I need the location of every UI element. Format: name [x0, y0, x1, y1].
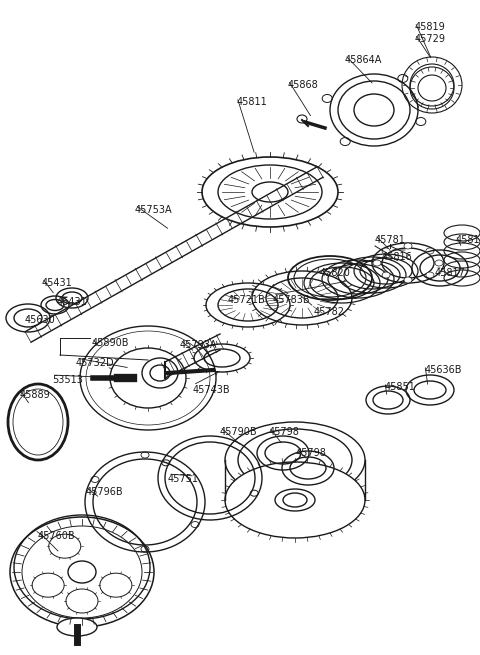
Text: 45851: 45851 — [385, 382, 416, 392]
Text: 45630: 45630 — [25, 315, 56, 325]
Ellipse shape — [225, 462, 365, 538]
Ellipse shape — [57, 618, 97, 636]
Ellipse shape — [426, 248, 434, 254]
Text: 45790B: 45790B — [220, 427, 258, 437]
Ellipse shape — [100, 573, 132, 597]
Text: 45798: 45798 — [269, 427, 300, 437]
Ellipse shape — [382, 272, 390, 278]
Text: 53513: 53513 — [52, 375, 83, 385]
Text: 45793A: 45793A — [180, 340, 217, 350]
Text: 45818: 45818 — [456, 235, 480, 245]
Ellipse shape — [373, 260, 381, 266]
Text: 45890B: 45890B — [92, 338, 130, 348]
Text: 45798: 45798 — [296, 448, 327, 458]
Text: 45751: 45751 — [168, 474, 199, 484]
Text: 45431: 45431 — [42, 278, 73, 288]
Ellipse shape — [32, 573, 64, 597]
Ellipse shape — [382, 248, 390, 254]
Ellipse shape — [426, 272, 434, 278]
Text: 45729: 45729 — [415, 34, 446, 44]
Text: 45760B: 45760B — [38, 531, 76, 541]
Text: 45868: 45868 — [288, 80, 319, 90]
Text: 45796B: 45796B — [86, 487, 124, 497]
Text: 45721B: 45721B — [228, 295, 266, 305]
Text: 45811: 45811 — [237, 97, 268, 107]
Ellipse shape — [49, 534, 81, 558]
Text: 45819: 45819 — [415, 22, 446, 32]
Text: 45783B: 45783B — [273, 295, 311, 305]
Ellipse shape — [66, 589, 98, 613]
Text: 45781: 45781 — [375, 235, 406, 245]
Text: 45431: 45431 — [57, 297, 88, 307]
Ellipse shape — [404, 243, 412, 249]
Text: 45743B: 45743B — [193, 385, 230, 395]
Text: 45782: 45782 — [314, 307, 345, 317]
Ellipse shape — [68, 561, 96, 583]
Text: 45753A: 45753A — [135, 205, 173, 215]
Text: 45816: 45816 — [382, 252, 413, 262]
Text: 45732D: 45732D — [76, 358, 115, 368]
Text: 45889: 45889 — [20, 390, 51, 400]
Text: 45817: 45817 — [435, 268, 466, 278]
Ellipse shape — [404, 277, 412, 283]
Ellipse shape — [297, 115, 307, 123]
Ellipse shape — [435, 260, 443, 266]
Text: 45864A: 45864A — [345, 55, 383, 65]
Text: 45636B: 45636B — [425, 365, 463, 375]
Text: 45820: 45820 — [320, 268, 351, 278]
